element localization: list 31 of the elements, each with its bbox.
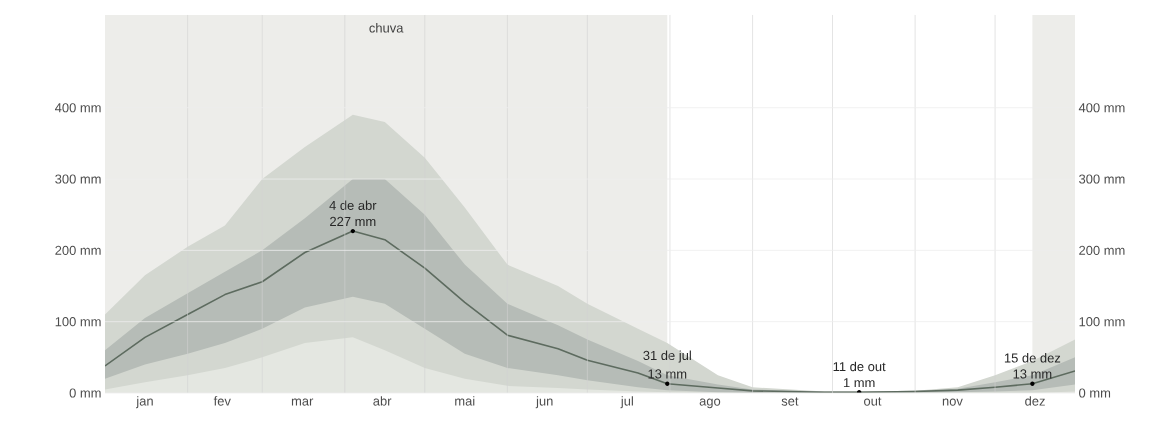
- x-tick-label: set: [781, 397, 799, 406]
- y-tick-label: 0 mm: [69, 388, 101, 398]
- annotation: 13 mm: [648, 369, 687, 379]
- y-tick-label: 300 mm: [55, 174, 101, 184]
- annotation: 31 de jul: [643, 350, 691, 363]
- y-tick-label: 100 mm: [55, 317, 101, 327]
- x-tick-label: jan: [136, 396, 153, 409]
- x-tick-label: jul: [620, 396, 633, 409]
- annotation: 227 mm: [330, 216, 376, 226]
- x-tick-label: fev: [213, 396, 231, 406]
- y2-tick-label: 200 mm: [1079, 245, 1125, 255]
- y2-tick-label: 300 mm: [1079, 174, 1125, 184]
- annotation: 11 de out: [833, 361, 886, 372]
- x-tick-label: mai: [455, 396, 475, 406]
- y2-tick-label: 0 mm: [1079, 388, 1111, 398]
- annotation: 15 de dez: [1004, 353, 1061, 363]
- annotation: 1 mm: [843, 378, 875, 388]
- annotation: 4 de abr: [329, 200, 377, 210]
- annotation: 13 mm: [1013, 369, 1052, 379]
- band-label: chuva: [369, 23, 404, 33]
- x-tick-label: ago: [699, 398, 721, 409]
- y-tick-label: 200 mm: [55, 245, 101, 255]
- x-tick-label: mar: [291, 398, 314, 406]
- x-tick-label: abr: [373, 396, 392, 406]
- x-tick-label: jun: [535, 396, 553, 409]
- x-tick-label: nov: [942, 398, 963, 406]
- y-tick-label: 400 mm: [54, 103, 101, 113]
- x-tick-label: dez: [1025, 396, 1045, 406]
- x-tick-label: out: [864, 397, 882, 406]
- y2-tick-label: 400 mm: [1078, 103, 1125, 113]
- y2-tick-label: 100 mm: [1079, 317, 1125, 327]
